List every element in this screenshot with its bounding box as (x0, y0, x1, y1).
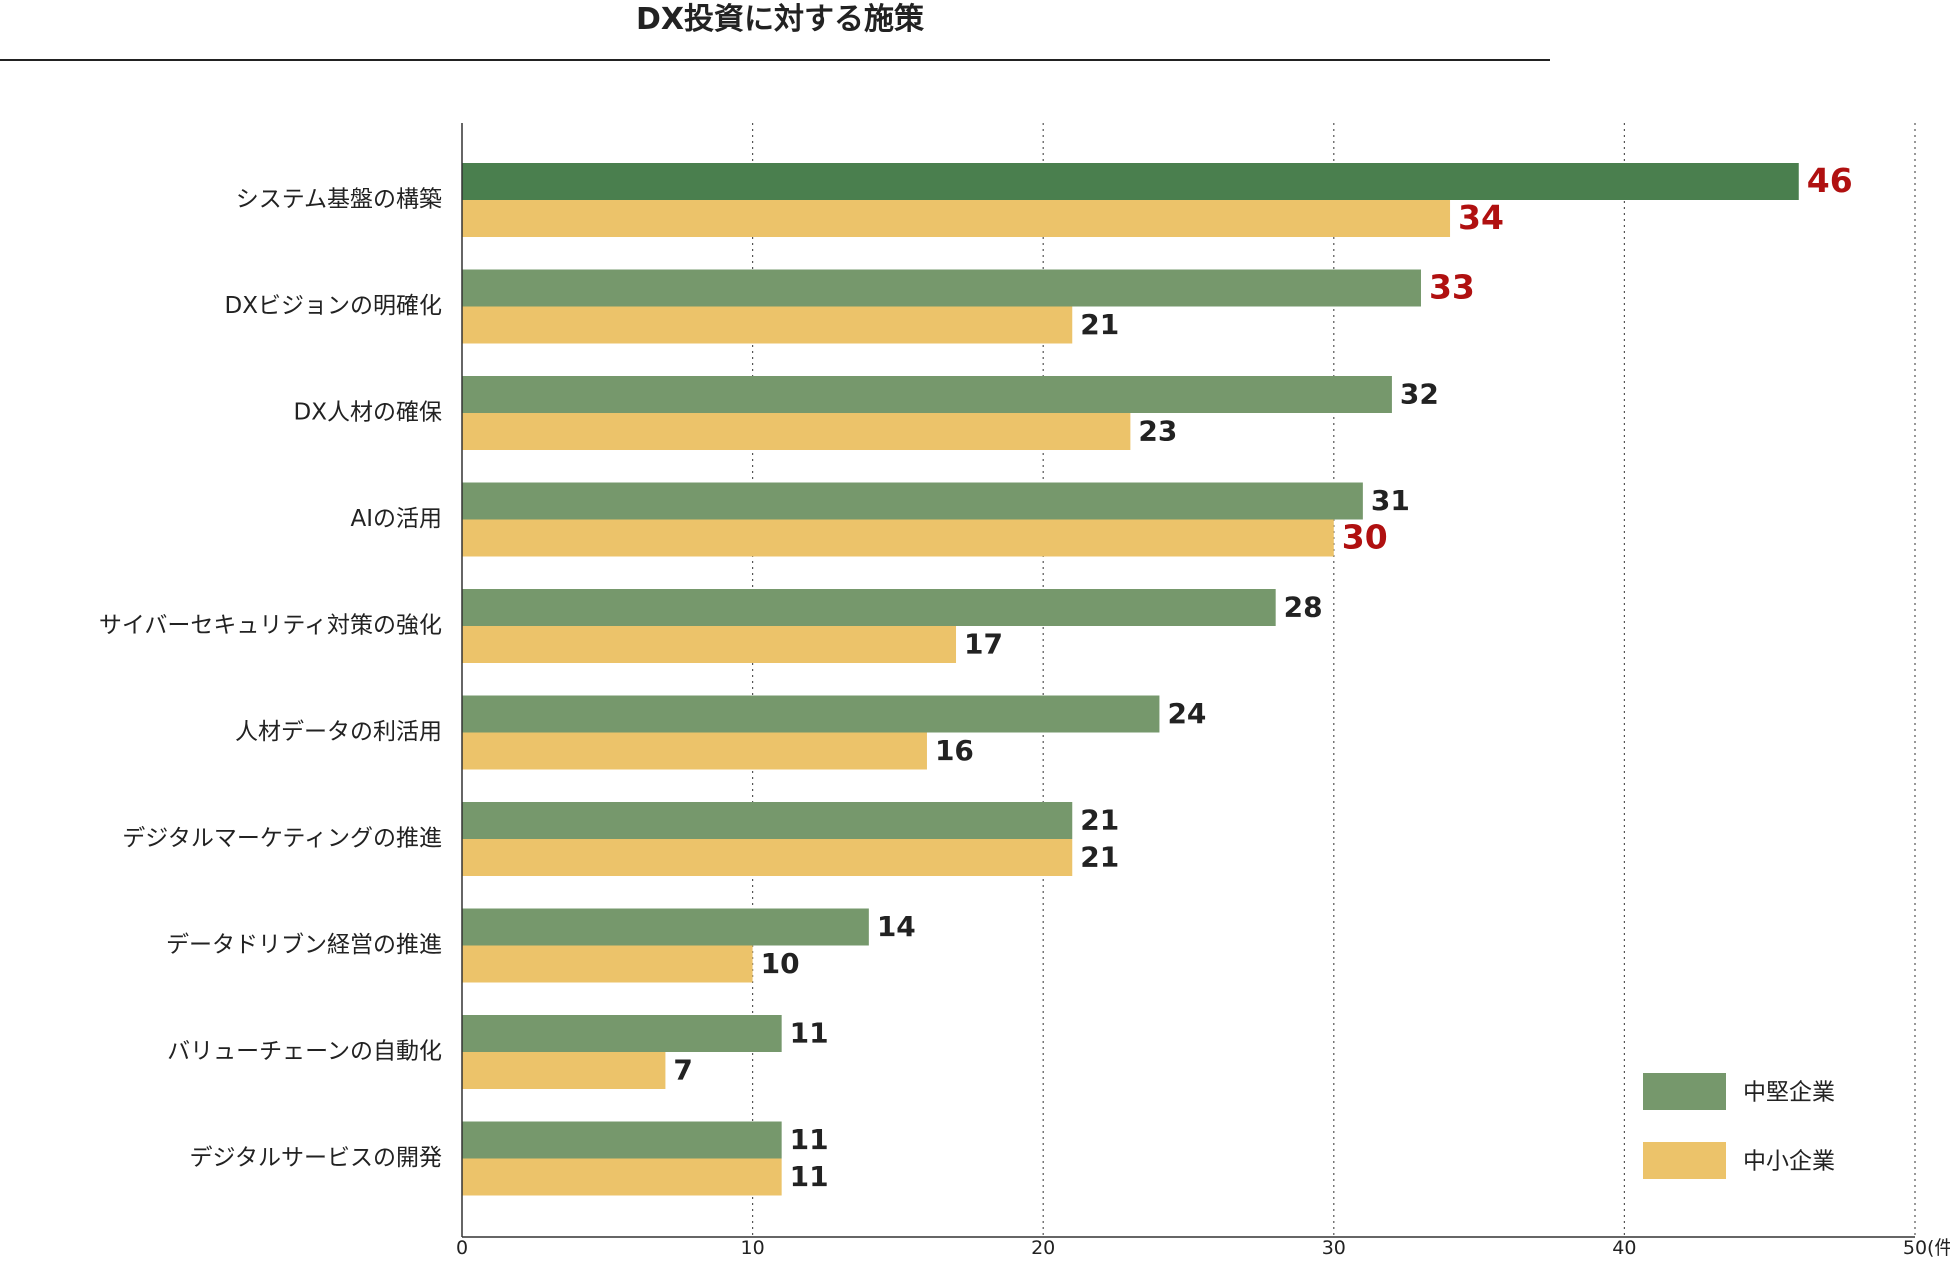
data-label: 33 (1429, 268, 1475, 307)
legend-swatch (1643, 1073, 1726, 1110)
bar (462, 589, 1276, 626)
chart-title: DX投資に対する施策 (635, 2, 925, 37)
data-label: 34 (1458, 198, 1504, 237)
data-label: 46 (1807, 161, 1853, 200)
bar (462, 1158, 782, 1196)
data-label: 11 (790, 1160, 829, 1193)
legend-label: 中堅企業 (1743, 1080, 1835, 1106)
data-label: 11 (790, 1017, 829, 1050)
data-label: 21 (1080, 308, 1119, 341)
category-label: 人材データの利活用 (235, 719, 442, 745)
bar (462, 376, 1392, 413)
category-label: AIの活用 (350, 506, 442, 532)
data-label: 30 (1342, 518, 1388, 557)
data-label: 31 (1371, 484, 1410, 517)
legend-swatch (1643, 1142, 1726, 1179)
data-label: 32 (1400, 378, 1439, 411)
x-tick-label: 50 (1903, 1237, 1927, 1259)
category-label: データドリブン経営の推進 (166, 932, 442, 958)
data-label: 7 (673, 1054, 692, 1087)
x-tick-label: 30 (1322, 1237, 1346, 1259)
category-label: デジタルマーケティングの推進 (122, 826, 442, 852)
x-tick-label: 10 (741, 1237, 765, 1259)
bar (462, 945, 753, 983)
bar (462, 519, 1334, 557)
unit-label: (件) (1927, 1237, 1950, 1259)
category-label: デジタルサービスの開発 (189, 1145, 442, 1171)
category-label: サイバーセキュリティ対策の強化 (99, 613, 442, 639)
category-label: DXビジョンの明確化 (225, 293, 442, 319)
x-tick-label: 20 (1031, 1237, 1055, 1259)
data-label: 24 (1167, 697, 1206, 730)
title-divider (0, 59, 1550, 61)
bar (462, 163, 1799, 200)
bar (462, 1121, 782, 1159)
x-tick-label: 0 (456, 1237, 468, 1259)
bar (462, 482, 1363, 520)
category-label: DX人材の確保 (294, 400, 442, 426)
data-label: 11 (790, 1123, 829, 1156)
bar (462, 908, 869, 946)
data-label: 21 (1080, 841, 1119, 874)
data-label: 14 (877, 910, 916, 943)
bar (462, 306, 1073, 344)
legend-label: 中小企業 (1743, 1149, 1835, 1175)
bar (462, 732, 927, 770)
bar (462, 413, 1131, 450)
data-label: 17 (964, 628, 1003, 661)
data-label: 16 (935, 734, 974, 767)
data-label: 10 (761, 947, 800, 980)
bar (462, 269, 1421, 307)
bar (462, 802, 1073, 839)
data-label: 21 (1080, 804, 1119, 837)
bar (462, 1015, 782, 1052)
bar (462, 839, 1073, 876)
bar (462, 1052, 666, 1089)
bar (462, 695, 1160, 733)
x-tick-label: 40 (1612, 1237, 1636, 1259)
category-label: バリューチェーンの自動化 (167, 1039, 442, 1065)
data-label: 28 (1284, 591, 1323, 624)
category-label: システム基盤の構築 (236, 187, 442, 213)
bar (462, 626, 957, 663)
bar (462, 200, 1451, 237)
data-label: 23 (1138, 415, 1177, 448)
